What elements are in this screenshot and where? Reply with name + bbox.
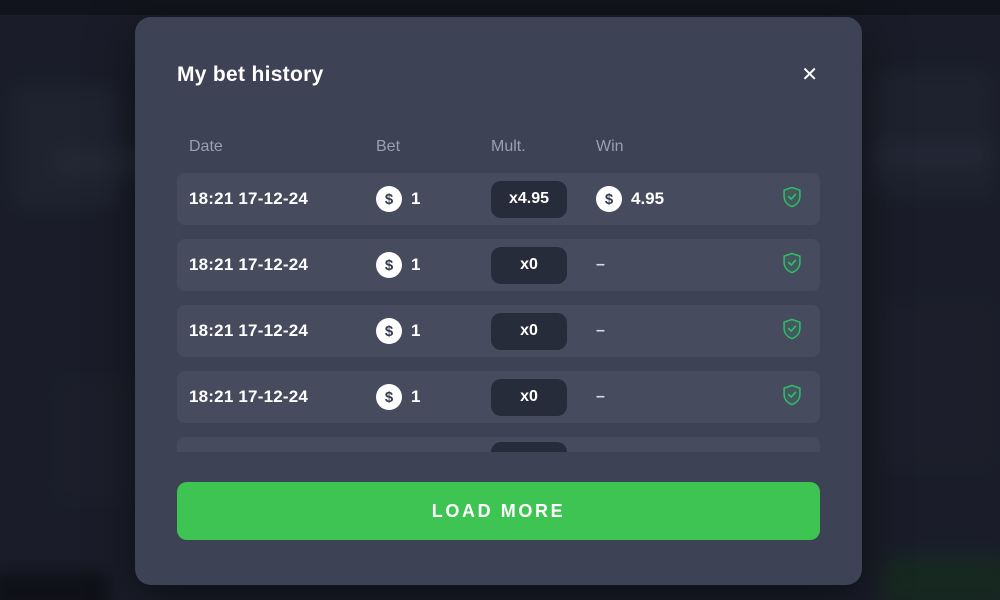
background-decoration bbox=[876, 300, 996, 470]
column-header-bet: Bet bbox=[376, 138, 401, 155]
table-row: 18:21 17-12-24 $ 1 x0 $ – bbox=[177, 305, 820, 357]
column-header-date: Date bbox=[189, 138, 223, 155]
verified-shield-icon bbox=[783, 384, 801, 405]
background-top-strip bbox=[0, 0, 1000, 15]
multiplier-badge bbox=[491, 442, 567, 452]
mult-cell: x0 bbox=[491, 312, 596, 350]
verified-shield-icon bbox=[783, 252, 801, 273]
column-header-win: Win bbox=[596, 138, 624, 155]
win-amount: 4.95 bbox=[631, 189, 665, 208]
bet-amount: 1 bbox=[411, 321, 421, 340]
background-decoration bbox=[0, 572, 110, 600]
bet-date: 18:21 17-12-24 bbox=[189, 255, 309, 274]
background-decoration bbox=[14, 88, 122, 206]
bet-date: 18:21 17-12-24 bbox=[189, 189, 309, 208]
verified-shield-icon bbox=[783, 186, 801, 207]
currency-dollar-icon: $ bbox=[376, 318, 402, 344]
bet-amount: 1 bbox=[411, 189, 421, 208]
win-cell: $ 4.95 bbox=[596, 186, 782, 212]
bet-cell: $ 1 bbox=[376, 384, 491, 410]
mult-cell: x4.95 bbox=[491, 180, 596, 218]
close-icon: ✕ bbox=[801, 64, 818, 86]
load-more-button[interactable]: LOAD MORE bbox=[177, 482, 820, 540]
win-currency-dollar-icon: $ bbox=[596, 186, 622, 212]
verified-shield-icon bbox=[783, 318, 801, 339]
table-row: 18:21 17-12-24 $ 1 x4.95 $ 4.95 bbox=[177, 173, 820, 225]
win-amount: – bbox=[596, 388, 605, 405]
bet-amount: 1 bbox=[411, 255, 421, 274]
multiplier-badge: x0 bbox=[491, 378, 567, 416]
bet-rows-scroll-area[interactable]: 18:21 17-12-24 $ 1 x4.95 $ 4.95 18:21 17… bbox=[177, 173, 820, 452]
close-button[interactable]: ✕ bbox=[799, 63, 820, 87]
win-cell: $ – bbox=[596, 388, 782, 406]
bet-date: 18:21 17-12-24 bbox=[189, 321, 309, 340]
bet-amount: 1 bbox=[411, 387, 421, 406]
currency-dollar-icon: $ bbox=[376, 186, 402, 212]
status-cell bbox=[782, 186, 806, 213]
mult-cell bbox=[491, 442, 596, 452]
currency-dollar-icon: $ bbox=[376, 252, 402, 278]
multiplier-badge: x4.95 bbox=[491, 180, 567, 218]
bet-cell: $ bbox=[376, 450, 491, 452]
background-decoration bbox=[872, 140, 992, 170]
bet-cell: $ 1 bbox=[376, 318, 491, 344]
status-cell bbox=[782, 318, 806, 345]
multiplier-badge: x0 bbox=[491, 312, 567, 350]
modal-title: My bet history bbox=[177, 63, 324, 86]
bet-cell: $ 1 bbox=[376, 252, 491, 278]
mult-cell: x0 bbox=[491, 378, 596, 416]
status-cell bbox=[782, 252, 806, 279]
multiplier-badge: x0 bbox=[491, 246, 567, 284]
background-green-glow bbox=[882, 556, 1000, 600]
mult-cell: x0 bbox=[491, 246, 596, 284]
table-column-headers: Date Bet Mult. Win bbox=[177, 137, 820, 157]
win-cell: $ – bbox=[596, 322, 782, 340]
modal-header: My bet history ✕ bbox=[177, 61, 820, 89]
bet-history-modal: My bet history ✕ Date Bet Mult. Win 18:2… bbox=[135, 17, 862, 585]
background-decoration bbox=[868, 72, 993, 197]
win-cell: $ – bbox=[596, 256, 782, 274]
bet-date: 18:21 17-12-24 bbox=[189, 387, 309, 406]
table-row: 18:21 17-12-24 $ 1 x0 $ – bbox=[177, 371, 820, 423]
status-cell bbox=[782, 384, 806, 411]
win-amount: – bbox=[596, 256, 605, 273]
table-row: $ $ bbox=[177, 437, 820, 452]
column-header-mult: Mult. bbox=[491, 138, 526, 155]
currency-dollar-icon: $ bbox=[376, 384, 402, 410]
bet-cell: $ 1 bbox=[376, 186, 491, 212]
win-amount: – bbox=[596, 322, 605, 339]
bet-rows: 18:21 17-12-24 $ 1 x4.95 $ 4.95 18:21 17… bbox=[177, 173, 820, 452]
load-more-label: LOAD MORE bbox=[431, 500, 566, 521]
table-row: 18:21 17-12-24 $ 1 x0 $ – bbox=[177, 239, 820, 291]
status-cell bbox=[782, 450, 806, 453]
